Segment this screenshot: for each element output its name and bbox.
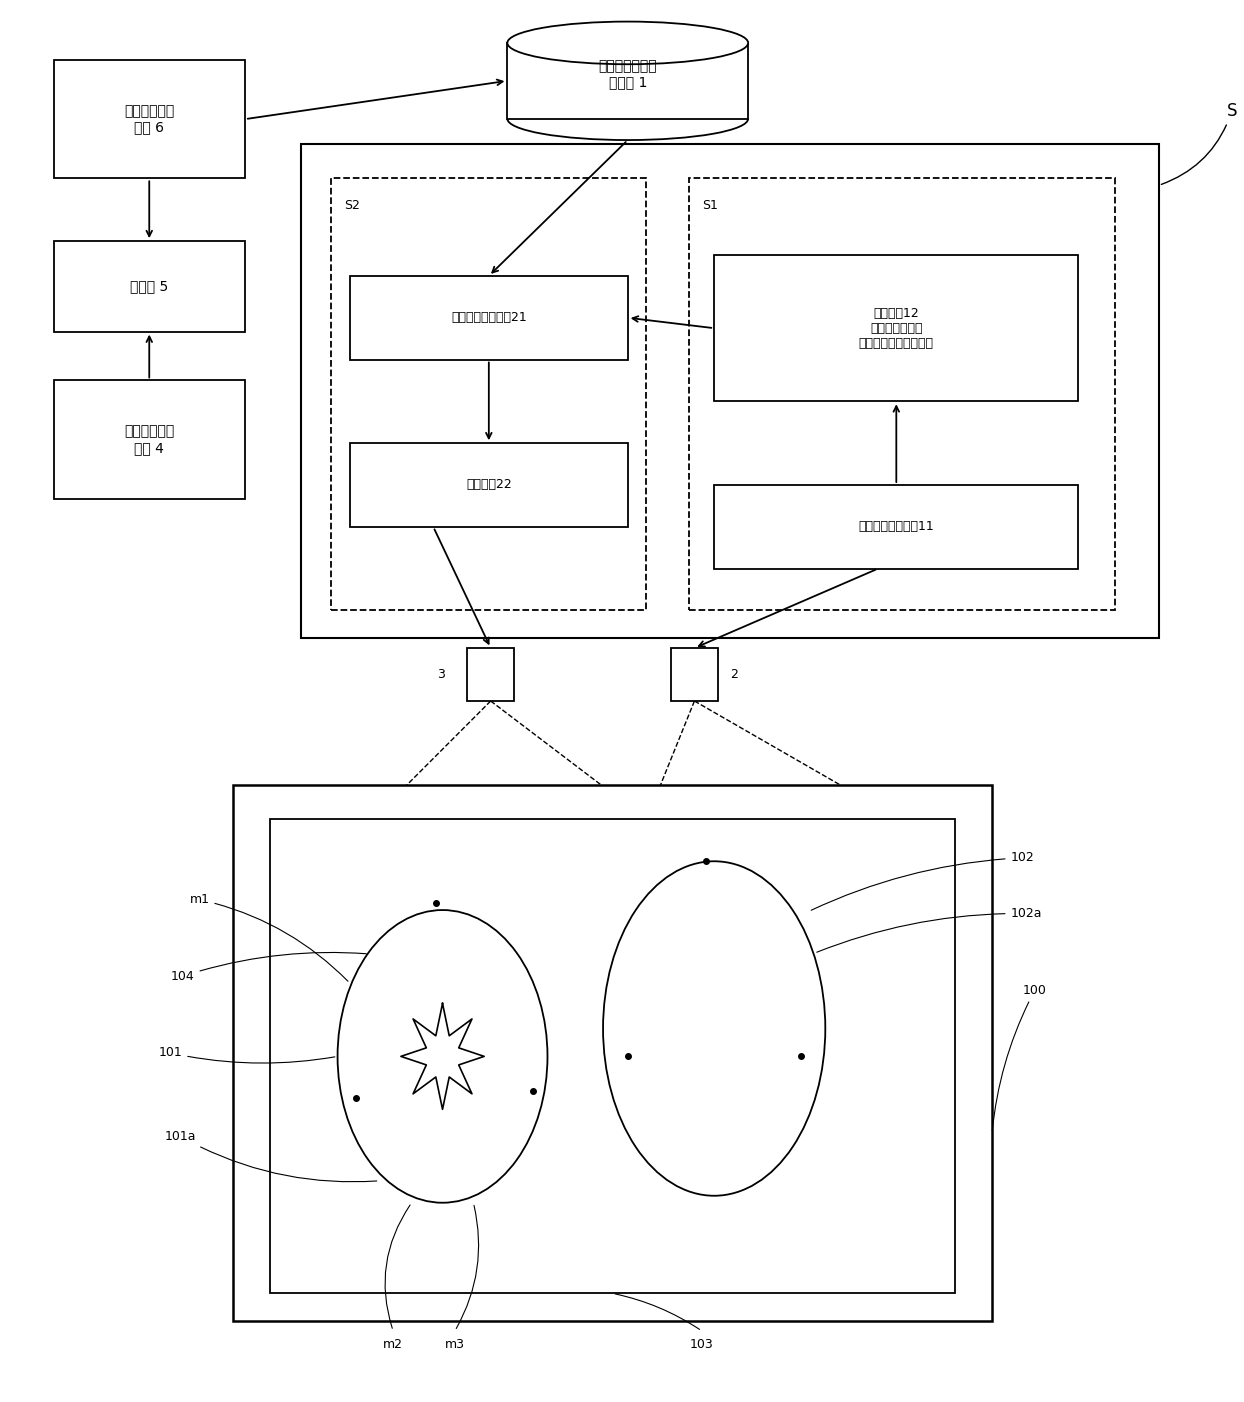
Text: 102a: 102a: [817, 907, 1042, 952]
Text: 101: 101: [158, 1046, 335, 1063]
FancyBboxPatch shape: [53, 241, 245, 332]
FancyBboxPatch shape: [331, 178, 647, 610]
Text: 画像送信シス
テム 4: 画像送信シス テム 4: [124, 425, 174, 454]
Text: m1: m1: [189, 893, 348, 981]
FancyBboxPatch shape: [53, 60, 245, 178]
FancyBboxPatch shape: [671, 648, 718, 701]
Ellipse shape: [508, 21, 748, 64]
Text: S2: S2: [343, 199, 360, 212]
Text: S1: S1: [702, 199, 718, 212]
FancyBboxPatch shape: [301, 143, 1158, 638]
Text: 調整手段22: 調整手段22: [466, 478, 511, 492]
FancyBboxPatch shape: [233, 785, 991, 1321]
FancyBboxPatch shape: [468, 648, 514, 701]
FancyBboxPatch shape: [508, 43, 748, 119]
FancyBboxPatch shape: [714, 255, 1079, 401]
Text: 表示画像取得手段21: 表示画像取得手段21: [452, 311, 526, 324]
Text: m3: m3: [445, 1339, 465, 1352]
Text: サーバ 5: サーバ 5: [131, 279, 168, 293]
Text: 認識手段12
（色認識手段）
（マーカー検出手段）: 認識手段12 （色認識手段） （マーカー検出手段）: [858, 307, 934, 349]
FancyBboxPatch shape: [714, 485, 1079, 569]
Text: 撒影画像取得手段11: 撒影画像取得手段11: [858, 520, 934, 533]
FancyBboxPatch shape: [350, 276, 628, 359]
Text: m2: m2: [383, 1339, 403, 1352]
FancyBboxPatch shape: [53, 380, 245, 499]
FancyBboxPatch shape: [270, 819, 955, 1293]
Text: 103: 103: [690, 1339, 714, 1352]
Text: 表示画像データ
ベース 1: 表示画像データ ベース 1: [598, 59, 657, 88]
Text: 3: 3: [437, 667, 445, 681]
FancyBboxPatch shape: [689, 178, 1116, 610]
Text: 101a: 101a: [164, 1130, 377, 1182]
Ellipse shape: [603, 861, 825, 1196]
FancyBboxPatch shape: [350, 443, 628, 527]
Text: 104: 104: [170, 952, 366, 983]
Text: 2: 2: [730, 667, 738, 681]
Ellipse shape: [337, 910, 547, 1203]
Text: 102: 102: [811, 851, 1034, 910]
Text: 100: 100: [993, 984, 1046, 1130]
Text: S: S: [1162, 102, 1237, 185]
Text: 画像受信シス
テム 6: 画像受信シス テム 6: [124, 104, 174, 135]
